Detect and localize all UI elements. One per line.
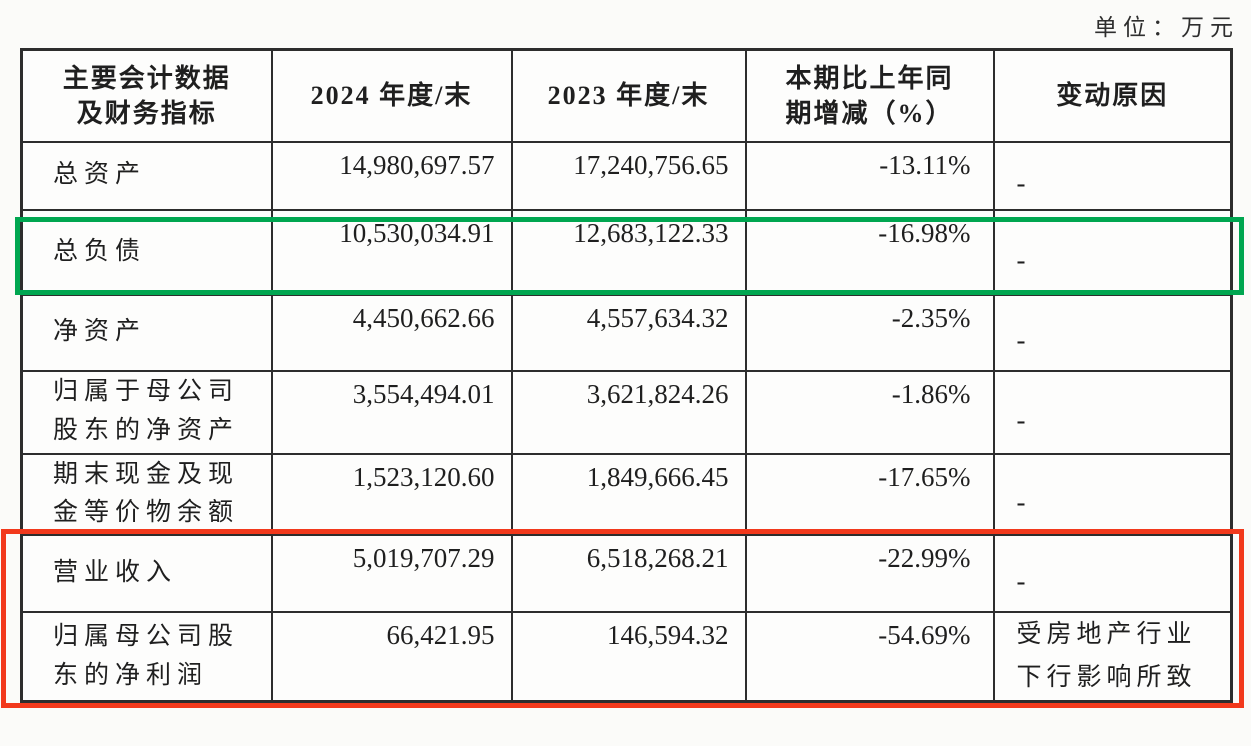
value-2023: 4,557,634.32 bbox=[510, 293, 747, 372]
change-percent: -13.11% bbox=[744, 140, 995, 211]
table-row-net-assets: 净资产 4,450,662.66 4,557,634.32 -2.35% - bbox=[20, 293, 1233, 372]
table-row-operating-revenue: 营业收入 5,019,707.29 6,518,268.21 -22.99% - bbox=[20, 534, 1233, 613]
value-2023: 3,621,824.26 bbox=[510, 369, 747, 455]
row-label: 营业收入 bbox=[20, 534, 273, 613]
change-percent: -22.99% bbox=[744, 534, 995, 613]
col-header-2023: 2023 年度/末 bbox=[510, 48, 747, 143]
value-2024: 14,980,697.57 bbox=[270, 140, 513, 211]
table-row-parent-net-profit: 归属母公司股 东的净利润 66,421.95 146,594.32 -54.69… bbox=[20, 611, 1233, 703]
value-2023: 17,240,756.65 bbox=[510, 140, 747, 211]
value-2023: 6,518,268.21 bbox=[510, 534, 747, 613]
change-percent: -17.65% bbox=[744, 452, 995, 536]
value-2024: 66,421.95 bbox=[270, 611, 513, 703]
change-reason: - bbox=[992, 369, 1233, 455]
row-label: 净资产 bbox=[20, 293, 273, 372]
table-row-parent-net-assets: 归属于母公司 股东的净资产 3,554,494.01 3,621,824.26 … bbox=[20, 369, 1233, 455]
change-percent: -54.69% bbox=[744, 611, 995, 703]
change-reason: - bbox=[992, 534, 1233, 613]
change-reason: 受房地产行业 下行影响所致 bbox=[992, 611, 1233, 703]
row-label: 期末现金及现 金等价物余额 bbox=[20, 452, 273, 536]
change-reason: - bbox=[992, 140, 1233, 211]
change-percent: -16.98% bbox=[744, 208, 995, 296]
col-header-reason: 变动原因 bbox=[992, 48, 1233, 143]
col-header-indicators: 主要会计数据 及财务指标 bbox=[20, 48, 273, 143]
change-percent: -1.86% bbox=[744, 369, 995, 455]
col-header-2024: 2024 年度/末 bbox=[270, 48, 513, 143]
value-2024: 4,450,662.66 bbox=[270, 293, 513, 372]
change-reason: - bbox=[992, 293, 1233, 372]
value-2024: 5,019,707.29 bbox=[270, 534, 513, 613]
change-reason: - bbox=[992, 208, 1233, 296]
row-label: 归属于母公司 股东的净资产 bbox=[20, 369, 273, 455]
change-reason: - bbox=[992, 452, 1233, 536]
header-row: 主要会计数据 及财务指标 2024 年度/末 2023 年度/末 本期比上年同 … bbox=[20, 48, 1233, 143]
key-financial-data-table: 主要会计数据 及财务指标 2024 年度/末 2023 年度/末 本期比上年同 … bbox=[20, 48, 1233, 703]
row-label: 总负债 bbox=[20, 208, 273, 296]
value-2023: 12,683,122.33 bbox=[510, 208, 747, 296]
row-label: 归属母公司股 东的净利润 bbox=[20, 611, 273, 703]
value-2023: 146,594.32 bbox=[510, 611, 747, 703]
row-label: 总资产 bbox=[20, 140, 273, 211]
table-row-total-assets: 总资产 14,980,697.57 17,240,756.65 -13.11% … bbox=[20, 140, 1233, 211]
table-row-cash-equivalents: 期末现金及现 金等价物余额 1,523,120.60 1,849,666.45 … bbox=[20, 452, 1233, 536]
value-2023: 1,849,666.45 bbox=[510, 452, 747, 536]
value-2024: 1,523,120.60 bbox=[270, 452, 513, 536]
unit-label: 单位：万元 bbox=[1094, 15, 1239, 40]
value-2024: 3,554,494.01 bbox=[270, 369, 513, 455]
col-header-change: 本期比上年同 期增减（%） bbox=[744, 48, 995, 143]
value-2024: 10,530,034.91 bbox=[270, 208, 513, 296]
table-row-total-liabilities: 总负债 10,530,034.91 12,683,122.33 -16.98% … bbox=[20, 208, 1233, 296]
change-percent: -2.35% bbox=[744, 293, 995, 372]
